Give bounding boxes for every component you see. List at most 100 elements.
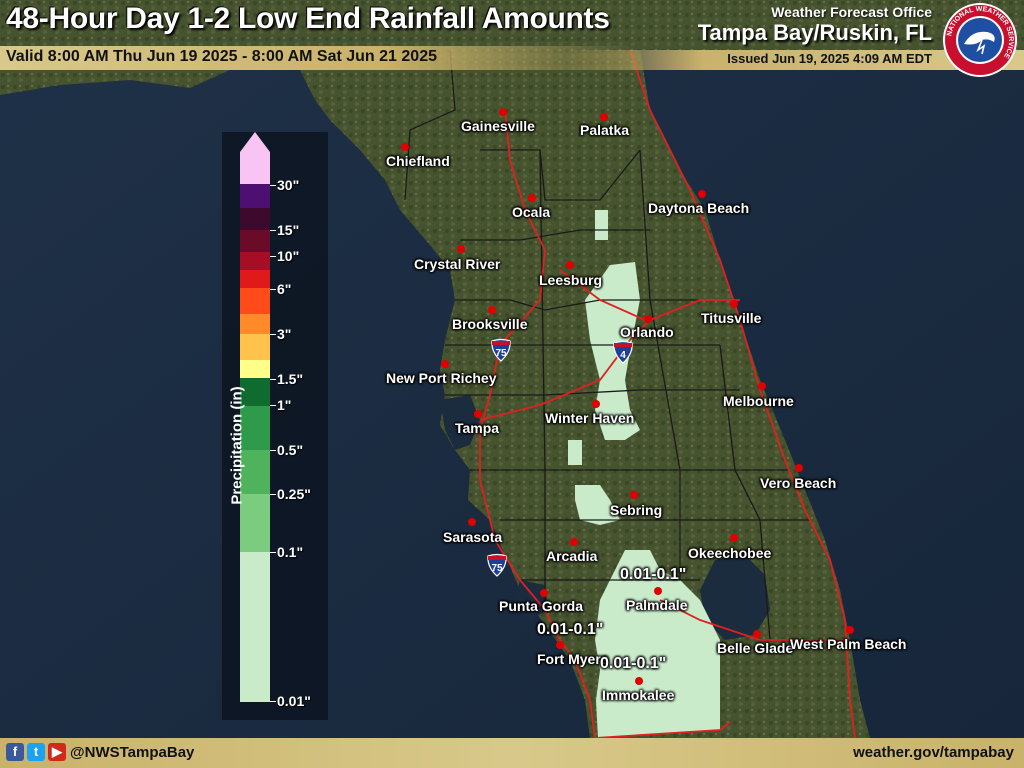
city-label: New Port Richey: [386, 370, 497, 386]
city-label: Palatka: [580, 122, 630, 138]
legend-label: 6": [277, 281, 292, 297]
city-label: Vero Beach: [760, 475, 837, 491]
legend-label: 30": [277, 177, 300, 193]
footer: f t ▶ @NWSTampaBay weather.gov/tampabay: [0, 738, 1024, 768]
legend-color-swatch: [240, 270, 270, 288]
city-label: Brooksville: [452, 316, 528, 332]
shield-number: 75: [495, 348, 507, 359]
legend-tick: [270, 494, 276, 495]
city-label: Daytona Beach: [648, 200, 750, 216]
city-dot[interactable]: [758, 382, 766, 390]
city-dot[interactable]: [570, 538, 578, 546]
city-dot[interactable]: [528, 194, 536, 202]
city-dot[interactable]: [600, 113, 608, 121]
city-dot[interactable]: [753, 630, 761, 638]
facebook-icon[interactable]: f: [6, 743, 24, 761]
legend-label: 1": [277, 397, 292, 413]
office-label: Weather Forecast Office: [771, 4, 932, 20]
valid-time: Valid 8:00 AM Thu Jun 19 2025 - 8:00 AM …: [6, 48, 437, 65]
valid-time-banner: Valid 8:00 AM Thu Jun 19 2025 - 8:00 AM …: [0, 46, 640, 70]
city-label: Melbourne: [723, 393, 794, 409]
city-dot[interactable]: [468, 518, 476, 526]
interstate-shield-icon: 75: [487, 553, 507, 577]
issued-banner: [564, 50, 1024, 70]
city-label: Leesburg: [539, 272, 603, 288]
legend-color-swatch: [240, 552, 270, 702]
legend-tick: [270, 552, 276, 553]
city-label: Immokalee: [602, 687, 675, 703]
city-label: Orlando: [620, 324, 674, 340]
legend-color-swatch: [240, 334, 270, 360]
legend-tick: [270, 256, 276, 257]
legend-tick: [270, 230, 276, 231]
legend-tick: [270, 185, 276, 186]
legend-color-swatch: [240, 252, 270, 270]
header: 48-Hour Day 1-2 Low End Rainfall Amounts…: [0, 0, 1024, 77]
legend-tick: [270, 405, 276, 406]
city-label: Palmdale: [626, 597, 688, 613]
city-dot[interactable]: [474, 410, 482, 418]
legend-color-swatch: [240, 230, 270, 252]
website-link[interactable]: weather.gov/tampabay: [853, 744, 1014, 761]
legend-label: 1.5": [277, 371, 304, 387]
city-label: Titusville: [701, 310, 762, 326]
legend-color-swatch: [240, 494, 270, 552]
city-dot[interactable]: [556, 641, 564, 649]
legend-tick: [270, 701, 276, 702]
nws-logo-icon[interactable]: NATIONAL WEATHER SERVICE: [942, 2, 1018, 78]
city-label: Gainesville: [461, 118, 535, 134]
city-dot[interactable]: [635, 677, 643, 685]
city-dot[interactable]: [499, 108, 507, 116]
city-dot[interactable]: [630, 491, 638, 499]
legend-color-swatch: [240, 406, 270, 450]
twitter-icon[interactable]: t: [27, 743, 45, 761]
city-dot[interactable]: [540, 589, 548, 597]
city-label: Arcadia: [546, 548, 598, 564]
legend-label: 15": [277, 222, 300, 238]
city-dot[interactable]: [401, 143, 409, 151]
city-dot[interactable]: [457, 245, 465, 253]
city-dot[interactable]: [566, 261, 574, 269]
legend-color-swatch: [240, 184, 270, 208]
rainfall-amount-label: 0.01-0.1": [537, 621, 604, 638]
legend-color-swatch: [240, 208, 270, 230]
city-dot[interactable]: [592, 400, 600, 408]
city-dot[interactable]: [795, 464, 803, 472]
social-icons: f t ▶: [6, 743, 66, 763]
highways: [479, 49, 856, 739]
issued-time: Issued Jun 19, 2025 4:09 AM EDT: [727, 51, 932, 66]
rainfall-amount-label: 0.01-0.1": [600, 655, 667, 672]
legend-title: Precipitation (in): [228, 386, 246, 505]
city-dot[interactable]: [730, 300, 738, 308]
city-label: West Palm Beach: [790, 636, 907, 652]
legend-label: 3": [277, 326, 292, 342]
legend-label: 0.01": [277, 693, 311, 709]
social-handle[interactable]: @NWSTampaBay: [70, 744, 195, 761]
city-label: Sarasota: [443, 529, 503, 545]
city-dot[interactable]: [698, 190, 706, 198]
legend-tick: [270, 334, 276, 335]
legend-color-swatch: [240, 314, 270, 334]
city-label: Crystal River: [414, 256, 501, 272]
legend-color-swatch: [240, 450, 270, 494]
rainfall-areas: [568, 210, 720, 738]
legend-label: 10": [277, 248, 300, 264]
interstate-shield-icon: 75: [491, 338, 511, 362]
city-dot[interactable]: [441, 360, 449, 368]
city-label: Okeechobee: [688, 545, 772, 561]
city-dot[interactable]: [488, 306, 496, 314]
city-label: Chiefland: [386, 153, 450, 169]
legend-color-swatch: [240, 152, 270, 184]
city-label: Punta Gorda: [499, 598, 584, 614]
city-dot[interactable]: [730, 534, 738, 542]
city-dot[interactable]: [654, 587, 662, 595]
legend-color-swatch: [240, 288, 270, 314]
youtube-icon[interactable]: ▶: [48, 743, 66, 761]
city-dot[interactable]: [846, 626, 854, 634]
shield-number: 75: [491, 563, 503, 574]
rainfall-amount-label: 0.01-0.1": [620, 566, 687, 583]
city-label: Ocala: [512, 204, 551, 220]
city-dot[interactable]: [644, 315, 652, 323]
